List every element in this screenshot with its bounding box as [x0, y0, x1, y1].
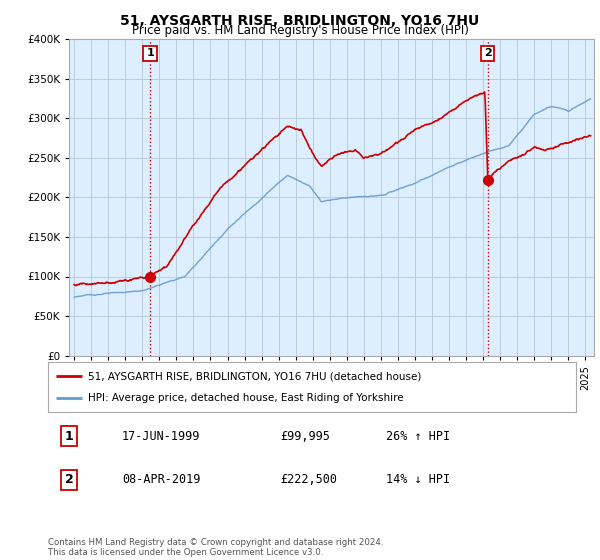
Text: 2: 2 — [65, 473, 73, 487]
Text: 2: 2 — [484, 48, 491, 58]
Text: £99,995: £99,995 — [280, 430, 330, 443]
Text: HPI: Average price, detached house, East Riding of Yorkshire: HPI: Average price, detached house, East… — [88, 393, 403, 403]
Text: 51, AYSGARTH RISE, BRIDLINGTON, YO16 7HU: 51, AYSGARTH RISE, BRIDLINGTON, YO16 7HU — [121, 14, 479, 28]
Text: Price paid vs. HM Land Registry's House Price Index (HPI): Price paid vs. HM Land Registry's House … — [131, 24, 469, 37]
Text: 1: 1 — [65, 430, 73, 443]
Text: £222,500: £222,500 — [280, 473, 337, 487]
Text: 26% ↑ HPI: 26% ↑ HPI — [386, 430, 450, 443]
Text: Contains HM Land Registry data © Crown copyright and database right 2024.
This d: Contains HM Land Registry data © Crown c… — [48, 538, 383, 557]
Text: 1: 1 — [146, 48, 154, 58]
Text: 17-JUN-1999: 17-JUN-1999 — [122, 430, 200, 443]
Text: 14% ↓ HPI: 14% ↓ HPI — [386, 473, 450, 487]
Text: 08-APR-2019: 08-APR-2019 — [122, 473, 200, 487]
Text: 51, AYSGARTH RISE, BRIDLINGTON, YO16 7HU (detached house): 51, AYSGARTH RISE, BRIDLINGTON, YO16 7HU… — [88, 371, 421, 381]
